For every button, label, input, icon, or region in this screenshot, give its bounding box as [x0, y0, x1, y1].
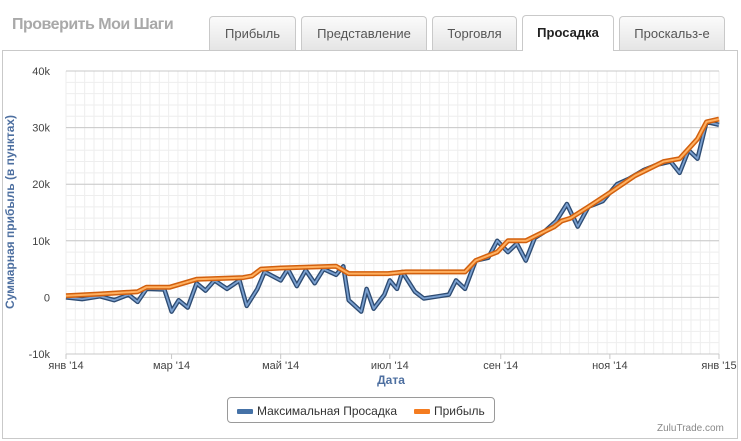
x-tick-label: янв '14	[48, 360, 83, 372]
chart-legend: Максимальная Просадка Прибыль	[227, 397, 495, 423]
x-axis: янв '14 мар '14 май '14 июл '14 сен '14 ноя '…	[48, 354, 737, 372]
y-tick-label: 20k	[32, 179, 50, 191]
legend-item-drawdown[interactable]: Максимальная Просадка	[257, 404, 398, 418]
y-tick-label: 30k	[32, 123, 50, 135]
tab-performance[interactable]: Представление	[301, 16, 427, 51]
x-tick-label: май '14	[262, 360, 299, 372]
y-tick-label: -10k	[29, 349, 51, 361]
brand-title: Проверить Мои Шаги	[12, 16, 174, 33]
chart-series	[65, 116, 720, 314]
tab-bar: Прибыль Представление Торговля Просадка …	[0, 0, 741, 51]
x-tick-label: ноя '14	[592, 360, 628, 372]
tab-drawdown[interactable]: Просадка	[522, 15, 614, 51]
chart-grid	[65, 70, 720, 355]
y-tick-label: 10k	[32, 236, 50, 248]
x-tick-label: мар '14	[153, 360, 190, 372]
profit-series-line	[65, 118, 720, 297]
header: Проверить Мои Шаги Прибыль Представление…	[0, 0, 741, 51]
y-tick-label: 0	[44, 292, 50, 304]
y-tick-label: 40k	[32, 66, 50, 78]
legend-swatch-drawdown	[237, 409, 253, 414]
tab-profit[interactable]: Прибыль	[209, 16, 296, 51]
x-axis-label: Дата	[377, 373, 405, 387]
legend-swatch-profit	[414, 409, 430, 414]
x-tick-label: янв '15	[701, 360, 736, 372]
x-tick-label: сен '14	[483, 360, 518, 372]
legend-item-profit[interactable]: Прибыль	[434, 404, 485, 418]
tab-slippage[interactable]: Проскальз-е	[619, 16, 725, 51]
x-tick-label: июл '14	[371, 360, 409, 372]
tab-trading[interactable]: Торговля	[432, 16, 517, 51]
credit-link[interactable]: ZuluTrade.com	[657, 423, 724, 434]
y-axis-label: Суммарная прибыль (в пунктах)	[3, 115, 17, 309]
y-axis: -10k 0 10k 20k 30k 40k	[29, 66, 51, 361]
